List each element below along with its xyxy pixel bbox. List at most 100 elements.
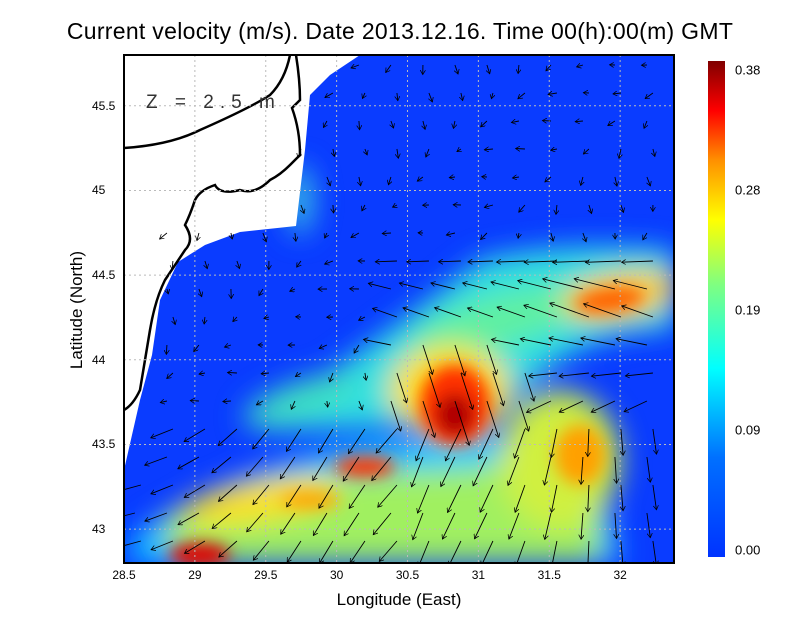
velocity-arrow bbox=[167, 372, 174, 379]
velocity-arrow bbox=[204, 316, 205, 324]
velocity-arrow bbox=[212, 512, 232, 529]
velocity-arrow bbox=[496, 261, 525, 262]
velocity-arrow bbox=[518, 281, 552, 290]
velocity-arrow bbox=[298, 148, 301, 158]
velocity-arrow bbox=[491, 92, 492, 99]
velocity-arrow bbox=[375, 261, 397, 262]
velocity-arrow bbox=[581, 176, 583, 185]
velocity-arrow bbox=[446, 233, 456, 235]
velocity-arrow bbox=[550, 303, 590, 318]
velocity-arrow bbox=[325, 232, 327, 238]
y-tick-label: 44.5 bbox=[92, 268, 116, 283]
velocity-arrow bbox=[484, 205, 494, 207]
velocity-arrow bbox=[583, 148, 590, 154]
velocity-arrow bbox=[621, 484, 623, 511]
velocity-arrow bbox=[258, 288, 263, 296]
velocity-arrow bbox=[397, 92, 398, 101]
velocity-arrow bbox=[524, 372, 534, 401]
velocity-arrow bbox=[449, 177, 455, 178]
velocity-arrow bbox=[642, 232, 647, 240]
velocity-arrow bbox=[514, 428, 526, 458]
velocity-arrow bbox=[197, 232, 199, 241]
velocity-arrow bbox=[359, 176, 361, 186]
velocity-arrow bbox=[145, 512, 168, 521]
x-tick-label: 29 bbox=[188, 568, 202, 582]
velocity-arrow bbox=[199, 373, 206, 374]
velocity-arrow bbox=[363, 339, 392, 346]
velocity-arrow bbox=[327, 400, 328, 407]
velocity-arrow bbox=[343, 456, 360, 481]
velocity-arrow bbox=[160, 401, 168, 403]
velocity-arrow bbox=[543, 279, 584, 290]
velocity-arrow bbox=[318, 428, 334, 453]
velocity-arrow bbox=[457, 149, 461, 152]
velocity-arrow bbox=[621, 204, 624, 212]
velocity-arrow bbox=[615, 456, 617, 483]
velocity-arrow bbox=[473, 456, 488, 486]
velocity-arrow bbox=[184, 540, 206, 554]
velocity-arrow bbox=[511, 121, 520, 123]
velocity-arrow bbox=[574, 279, 616, 290]
velocity-arrow bbox=[291, 400, 295, 409]
velocity-arrow bbox=[412, 456, 424, 487]
colorbar-tick-label: 0.00 bbox=[735, 542, 761, 558]
velocity-arrow bbox=[545, 176, 552, 182]
velocity-arrow bbox=[327, 176, 330, 186]
velocity-arrow bbox=[390, 400, 401, 431]
velocity-arrow bbox=[233, 317, 237, 322]
velocity-arrow bbox=[577, 65, 584, 67]
velocity-arrow bbox=[646, 456, 650, 482]
y-axis-label: Latitude (North) bbox=[67, 250, 86, 370]
velocity-arrow bbox=[613, 281, 648, 290]
velocity-arrow bbox=[545, 512, 552, 539]
colorbar-tick-label: 0.28 bbox=[735, 182, 761, 198]
velocity-arrow bbox=[231, 232, 232, 239]
velocity-arrow bbox=[652, 540, 656, 563]
colorbar-tick-label: 0.19 bbox=[735, 302, 761, 318]
velocity-arrow bbox=[325, 92, 334, 98]
velocity-arrow bbox=[359, 317, 366, 320]
velocity-arrow bbox=[518, 232, 519, 238]
y-tick-label: 43.5 bbox=[92, 437, 116, 452]
velocity-arrow bbox=[581, 456, 583, 484]
velocity-arrow bbox=[365, 148, 367, 155]
velocity-arrow bbox=[448, 484, 462, 513]
velocity-arrow bbox=[376, 428, 398, 453]
velocity-arrow bbox=[621, 428, 623, 455]
depth-label: Z = 2.5 m bbox=[146, 92, 281, 113]
velocity-arrow bbox=[372, 456, 392, 481]
plot-title: Current velocity (m/s). Date 2013.12.16.… bbox=[66, 18, 734, 44]
velocity-arrow bbox=[286, 428, 302, 451]
velocity-arrows bbox=[124, 64, 656, 563]
velocity-arrow bbox=[224, 345, 232, 347]
velocity-arrow bbox=[581, 512, 583, 539]
velocity-arrow bbox=[524, 261, 557, 262]
velocity-arrow bbox=[172, 260, 173, 270]
velocity-arrow bbox=[613, 93, 621, 94]
velocity-arrow bbox=[219, 540, 238, 557]
y-tick-label: 45.5 bbox=[92, 98, 116, 113]
velocity-arrow bbox=[647, 176, 650, 186]
velocity-arrow bbox=[491, 282, 520, 290]
velocity-arrow bbox=[455, 64, 458, 74]
velocity-arrow bbox=[373, 512, 392, 535]
velocity-arrow bbox=[546, 64, 552, 71]
velocity-arrow bbox=[166, 344, 167, 354]
velocity-arrow bbox=[325, 261, 334, 264]
velocity-arrow bbox=[644, 120, 647, 128]
velocity-arrow bbox=[588, 484, 589, 512]
velocity-arrow bbox=[515, 484, 526, 512]
velocity-arrow bbox=[622, 261, 653, 262]
velocity-arrow bbox=[237, 260, 240, 269]
velocity-arrow bbox=[184, 428, 206, 442]
colorbar bbox=[708, 61, 725, 557]
x-tick-label: 31 bbox=[471, 568, 486, 582]
velocity-arrow bbox=[413, 512, 424, 540]
velocity-arrow bbox=[124, 512, 136, 517]
velocity-arrow bbox=[290, 289, 296, 291]
velocity-arrow bbox=[453, 120, 455, 128]
velocity-arrow bbox=[518, 92, 526, 99]
velocity-arrow bbox=[368, 283, 392, 290]
velocity-arrow bbox=[349, 484, 366, 508]
